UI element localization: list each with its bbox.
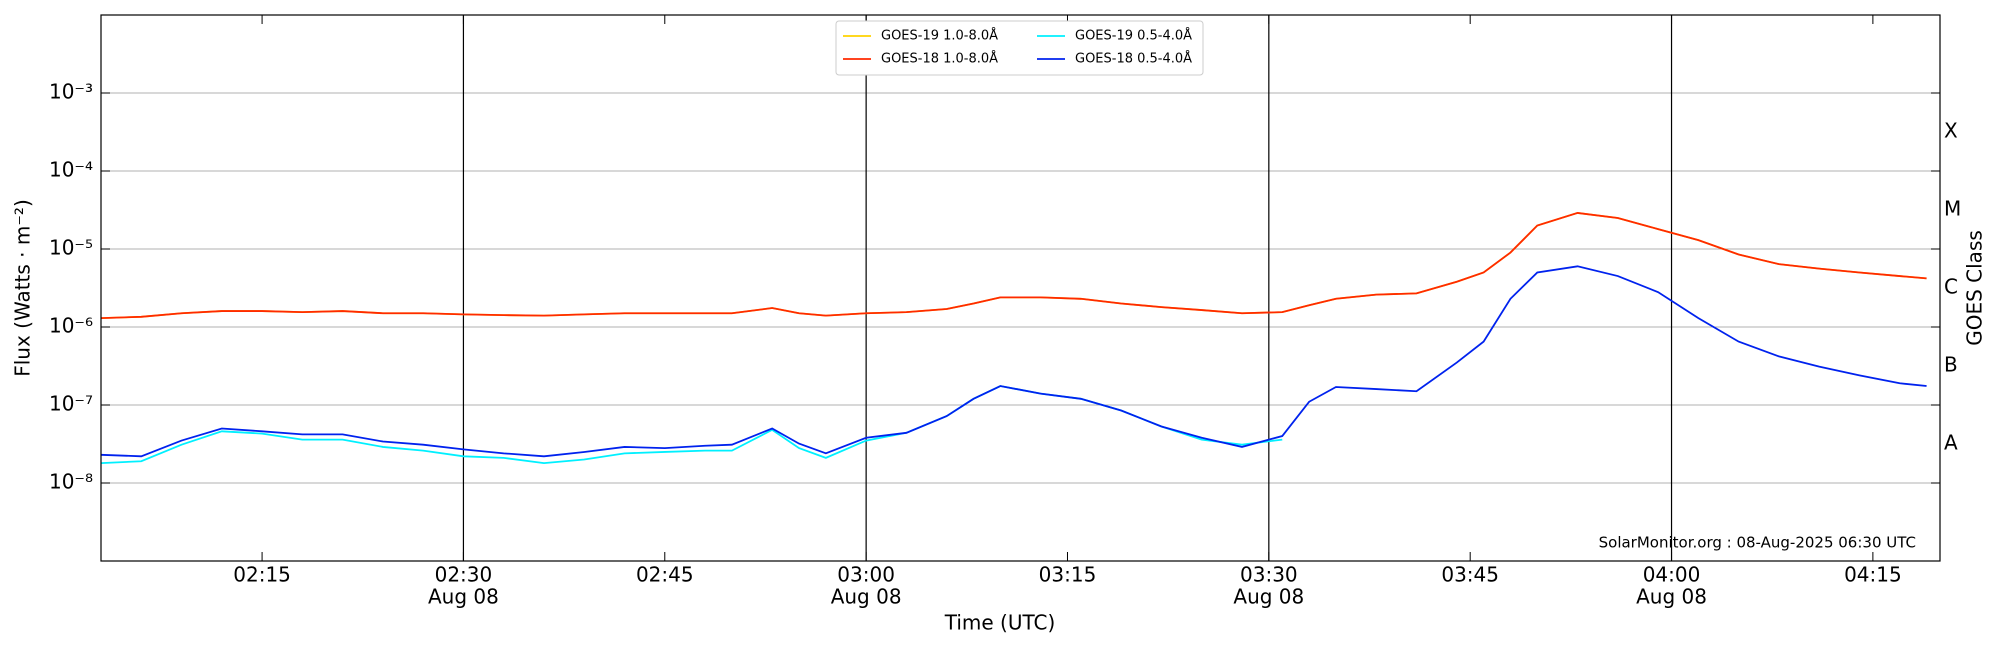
y-tick-label: 10⁻⁴ xyxy=(49,158,93,182)
series-line xyxy=(100,212,1927,320)
y-tick-label: 10⁻⁷ xyxy=(49,392,93,416)
x-tick-label: 04:00 xyxy=(1643,563,1701,587)
y-tick-label: 10⁻³ xyxy=(49,80,93,104)
x-tick-date: Aug 08 xyxy=(428,585,499,609)
legend-label: GOES-19 0.5-4.0Å xyxy=(1075,28,1192,44)
x-tick-label: 03:00 xyxy=(837,563,895,587)
x-tick-label: 02:15 xyxy=(233,563,291,587)
y2-tick-label: A xyxy=(1944,431,1958,455)
x-tick-label: 03:45 xyxy=(1441,563,1499,587)
legend-label: GOES-19 1.0-8.0Å xyxy=(881,28,998,44)
x-tick-date: Aug 08 xyxy=(831,585,902,609)
y2-axis-label: GOES Class xyxy=(1963,230,1987,346)
x-tick-label: 04:15 xyxy=(1844,563,1902,587)
x-tick-label: 02:45 xyxy=(636,563,694,587)
y-tick-label: 10⁻⁸ xyxy=(49,470,93,494)
y-axis-label: Flux (Watts · m⁻²) xyxy=(11,199,35,377)
x-tick-date: Aug 08 xyxy=(1636,585,1707,609)
y2-tick-label: C xyxy=(1944,275,1958,299)
legend: GOES-19 1.0-8.0Å GOES-18 1.0-8.0Å GOES-19 … xyxy=(835,20,1204,76)
y2-tick-label: B xyxy=(1944,353,1958,377)
legend-label: GOES-18 0.5-4.0Å xyxy=(1075,51,1192,67)
y-tick-label: 10⁻⁵ xyxy=(49,236,93,260)
x-axis-label: Time (UTC) xyxy=(944,611,1056,635)
annotation: SolarMonitor.org : 08-Aug-2025 06:30 UTC xyxy=(1599,534,1916,552)
x-tick-label: 02:30 xyxy=(435,563,493,587)
y-tick-label: 10⁻⁶ xyxy=(49,314,93,338)
series-line xyxy=(100,265,1927,458)
plot-frame xyxy=(100,14,1941,562)
x-tick-label: 03:30 xyxy=(1240,563,1298,587)
x-tick-label: 03:15 xyxy=(1039,563,1097,587)
y2-tick-label: M xyxy=(1944,197,1961,221)
x-tick-date: Aug 08 xyxy=(1233,585,1304,609)
y2-tick-label: X xyxy=(1944,119,1958,143)
legend-box xyxy=(835,20,1204,76)
legend-label: GOES-18 1.0-8.0Å xyxy=(881,51,998,67)
